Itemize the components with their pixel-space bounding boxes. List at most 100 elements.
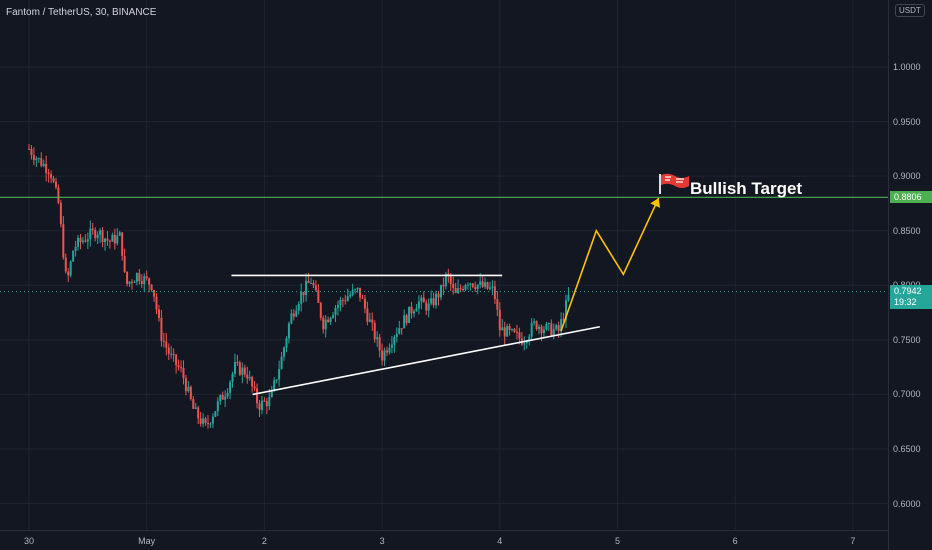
candle-body (175, 354, 178, 366)
candle-body (219, 394, 222, 402)
candle-body (314, 285, 317, 291)
price-tick: 0.7500 (893, 334, 921, 345)
candle-body (435, 293, 438, 306)
candle-body (126, 271, 129, 284)
candle-body (116, 235, 119, 244)
candle-body (371, 319, 374, 323)
candle-body (111, 234, 114, 242)
candle-body (476, 284, 479, 290)
candle-body (118, 232, 121, 236)
candle-body (42, 163, 45, 166)
candle-body (496, 299, 499, 310)
currency-badge[interactable]: USDT (895, 4, 925, 17)
projection-path (560, 197, 660, 332)
candle-body (430, 298, 433, 304)
candle-body (197, 407, 200, 419)
candle-body (153, 290, 156, 297)
candle-body (498, 309, 501, 331)
candle-body (565, 300, 568, 320)
candle-body (64, 257, 67, 272)
candle-body (336, 304, 339, 308)
candle-body (265, 401, 268, 407)
candle-body (462, 288, 465, 290)
candle-body (86, 239, 89, 242)
candle-body (540, 326, 543, 333)
candle-body (32, 155, 35, 161)
candle-body (172, 353, 175, 355)
candle-body (506, 326, 509, 337)
candle-body (474, 286, 477, 290)
candle-body (84, 240, 87, 242)
candle-body (542, 329, 545, 333)
candle-body (420, 297, 423, 302)
candle-body (128, 281, 131, 284)
candle-body (287, 323, 290, 339)
candle-body (236, 362, 239, 364)
candle-body (67, 271, 70, 276)
candle-body (464, 285, 467, 290)
candle-body (295, 310, 298, 317)
candle-body (155, 296, 158, 310)
candle-body (332, 314, 335, 318)
candle-body (35, 158, 38, 161)
candle-body (533, 321, 536, 324)
price-tick: 0.6000 (893, 498, 921, 509)
candle-body (567, 295, 570, 301)
candle-body (57, 187, 60, 203)
candle-body (177, 365, 180, 368)
candle-body (466, 284, 469, 286)
candle-body (442, 284, 445, 287)
candle-body (199, 418, 202, 424)
time-tick: 30 (23, 536, 35, 546)
candle-body (52, 178, 55, 182)
candle-body (135, 273, 138, 282)
candle-body (167, 347, 170, 354)
candle-body (368, 319, 371, 322)
time-tick: May (138, 536, 156, 546)
candle-body (69, 261, 72, 276)
candle-body (552, 329, 555, 336)
candle-body (354, 289, 357, 291)
candle-body (562, 319, 565, 321)
candle-body (81, 240, 84, 242)
candle-body (280, 356, 283, 370)
candle-body (221, 394, 224, 400)
candle-body (194, 407, 197, 409)
candle-body (138, 273, 141, 281)
candle-body (486, 282, 489, 289)
candle-body (481, 281, 484, 287)
candle-body (560, 319, 563, 331)
candle-body (130, 281, 133, 283)
candle-body (484, 282, 487, 287)
time-tick: 4 (497, 536, 503, 546)
candle-body (547, 323, 550, 325)
time-axis[interactable]: 30 May 2 3 4 5 6 7 (0, 530, 888, 550)
candle-body (59, 202, 62, 225)
candle-body (89, 228, 92, 240)
candle-body (452, 283, 455, 288)
drawing-layer (231, 197, 661, 396)
candle-body (555, 325, 558, 330)
candle-body (101, 230, 104, 243)
candle-body (246, 374, 249, 379)
candle-body (398, 328, 401, 334)
price-axis[interactable]: USDT 1.00000.95000.90000.85000.80000.750… (888, 0, 932, 550)
candle-body (263, 400, 266, 402)
price-chart[interactable] (0, 0, 888, 530)
candle-body (417, 301, 420, 309)
support-trendline (252, 325, 600, 396)
candle-body (351, 289, 354, 295)
candle-body (273, 380, 276, 390)
candle-body (226, 392, 229, 397)
candle-body (346, 296, 349, 301)
candle-body (214, 411, 217, 417)
candle-body (437, 293, 440, 298)
candle-body (329, 317, 332, 323)
candle-body (258, 403, 261, 410)
candle-body (518, 332, 521, 339)
candle-body (207, 422, 210, 424)
candle-body (390, 344, 393, 348)
candle-body (491, 286, 494, 288)
candle-body (444, 273, 447, 287)
bullish-target-label: Bullish Target (690, 179, 803, 198)
